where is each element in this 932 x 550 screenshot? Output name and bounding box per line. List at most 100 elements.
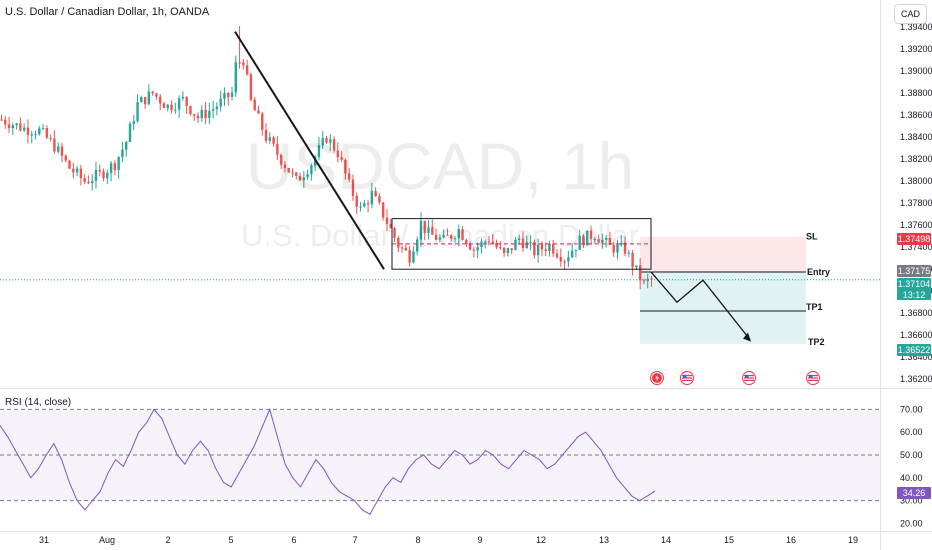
candle-body [234,62,238,93]
candle-body [332,139,336,151]
price-tick-label: 1.39400 [900,22,932,32]
candle-body [412,251,415,263]
candle-body [143,97,147,105]
candle-body [567,257,570,262]
candle-body [45,128,49,138]
currency-button[interactable]: CAD [894,4,927,24]
candle-body [510,248,513,251]
countdown-tag: 13:12 [897,289,931,300]
time-tick-label: Aug [99,535,115,545]
price-tick-label: 1.39000 [900,66,932,76]
candle-body [128,123,132,143]
candle-body [185,96,188,107]
candle-body [635,265,638,268]
candle-body [378,196,381,203]
rsi-tick-label: 30.00 [900,496,923,506]
price-tick-label: 1.36600 [900,330,932,340]
candle-body [117,157,120,171]
candle-body [461,229,464,240]
candle-body [336,150,340,158]
candle-body [540,244,544,250]
candle-body [11,125,15,129]
candle-body [291,172,294,174]
candle-body [646,278,649,282]
candle-body [287,167,290,173]
candle-body [162,103,166,108]
candle-body [499,247,502,249]
candle-body [476,247,479,251]
candle-body [442,234,445,238]
candle-body [79,168,83,178]
candle-body [438,237,442,240]
rsi-tick-label: 60.00 [900,427,923,437]
price-tick-label: 1.39200 [900,44,932,54]
candle-body [147,91,151,105]
candle-body [608,237,612,246]
us-flag-icon[interactable] [742,371,756,385]
time-tick-label: 5 [228,535,233,545]
candle-body [68,160,71,169]
candle-body [125,142,128,150]
candle-body [310,165,313,175]
rsi-tick-label: 40.00 [900,473,923,483]
time-tick-label: 31 [39,535,49,545]
candle-body [83,177,86,182]
candle-body [468,244,472,250]
candle-body [166,104,169,108]
entry-label: Entry [807,267,830,277]
candle-body [427,227,430,233]
time-tick-label: 16 [786,535,796,545]
price-tick-label: 1.36200 [900,374,932,384]
time-tick-label: 19 [848,535,858,545]
rsi-band-fill [0,409,880,501]
us-flag-stack-icon[interactable] [806,371,820,385]
candle-body [211,109,215,111]
tp2-price-tag: 1.36522 [897,344,931,356]
candle-body [366,203,370,205]
current-price-tag: 1.37104 [897,278,931,290]
candle-body [56,146,60,152]
candle-body [253,99,256,111]
candle-body [548,243,551,252]
candle-body [450,235,453,239]
candle-body [415,239,419,252]
lightning-icon[interactable] [650,371,664,385]
sl-label: SL [806,231,818,241]
price-tick-label: 1.36800 [900,308,932,318]
price-tick-label: 1.38400 [900,132,932,142]
candle-body [155,93,158,97]
candle-body [200,109,203,119]
candle-body [453,238,457,240]
candle-body [261,113,264,130]
candle-body [578,235,581,250]
candle-body [132,121,135,124]
candle-body [53,138,56,152]
candle-body [94,170,98,181]
candle-body [196,115,200,119]
candle-body [193,114,196,116]
candle-body [446,234,449,236]
candle-body [574,249,578,251]
candle-body [491,241,494,244]
candle-body [113,163,117,171]
candle-body [325,137,328,143]
candle-body [223,92,226,99]
rsi-tick-label: 70.00 [900,404,923,414]
candle-body [159,96,162,104]
candle-body [230,92,234,98]
candle-body [555,253,559,258]
candle-body [627,252,631,254]
candle-body [344,159,347,174]
candle-body [642,280,646,282]
candle-body [0,119,3,121]
candle-body [215,106,219,110]
rsi-tick-label: 50.00 [900,450,923,460]
us-flag-icon[interactable] [680,371,694,385]
candle-body [431,227,434,235]
candle-body [298,175,302,181]
price-tick-label: 1.37600 [900,220,932,230]
candle-body [404,247,408,251]
candle-body [638,265,642,281]
time-tick-label: 13 [599,535,609,545]
